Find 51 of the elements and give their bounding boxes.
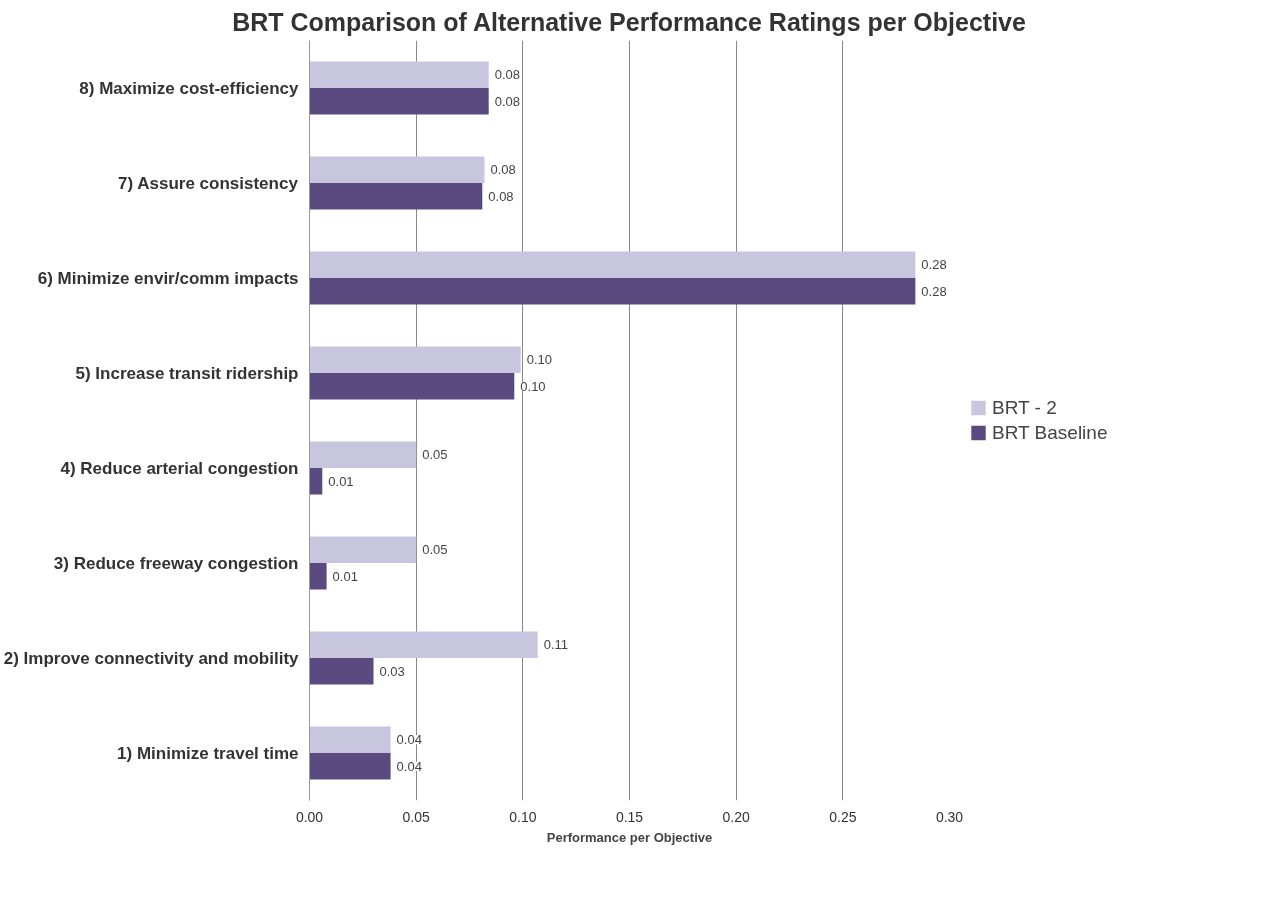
bar xyxy=(309,441,417,468)
x-tick-label: 0.10 xyxy=(509,808,537,825)
data-label: 0.28 xyxy=(921,257,947,273)
bar xyxy=(309,631,538,658)
data-label: 0.04 xyxy=(396,732,422,748)
data-label: 0.10 xyxy=(526,352,553,368)
data-label: 0.08 xyxy=(490,162,516,178)
bar xyxy=(309,88,489,115)
data-label: 0.10 xyxy=(520,378,546,394)
y-tick-label: 3) Reduce freeway congestion xyxy=(53,553,299,573)
bar xyxy=(309,251,916,278)
data-label: 0.08 xyxy=(488,188,514,204)
data-label: 0.05 xyxy=(422,542,448,558)
data-label: 0.05 xyxy=(422,447,448,463)
x-tick-label: 0.25 xyxy=(829,808,857,825)
bar xyxy=(309,278,916,305)
data-label: 0.03 xyxy=(379,663,405,679)
bar xyxy=(309,536,417,563)
bar xyxy=(309,753,391,780)
data-label: 0.01 xyxy=(332,568,358,584)
data-label: 0.01 xyxy=(328,473,354,489)
data-label: 0.28 xyxy=(921,283,947,299)
data-label: 0.08 xyxy=(494,93,521,109)
bar xyxy=(309,183,483,210)
x-tick-label: 0.15 xyxy=(615,808,644,825)
y-tick-label: 7) Assure consistency xyxy=(118,173,299,193)
bar xyxy=(309,726,391,753)
y-tick-label: 5) Increase transit ridership xyxy=(75,363,299,383)
legend-label: BRT - 2 xyxy=(992,396,1057,419)
bar xyxy=(309,61,489,88)
data-label: 0.11 xyxy=(543,637,569,653)
bar xyxy=(309,373,515,400)
bar xyxy=(309,658,374,685)
y-tick-label: 8) Maximize cost-efficiency xyxy=(79,78,300,98)
x-axis-title: Performance per Objective xyxy=(546,829,713,845)
legend-label: BRT Baseline xyxy=(992,421,1108,444)
bar xyxy=(309,468,323,495)
y-tick-label: 6) Minimize envir/comm impacts xyxy=(37,268,299,288)
data-label: 0.08 xyxy=(494,67,521,83)
x-tick-label: 0.05 xyxy=(402,808,430,825)
bar xyxy=(309,563,327,590)
y-tick-label: 4) Reduce arterial congestion xyxy=(60,458,299,478)
bar xyxy=(309,346,521,373)
bar xyxy=(309,156,485,183)
x-tick-label: 0.00 xyxy=(295,808,324,825)
chart-title: BRT Comparison of Alternative Performance Ratings per Objective xyxy=(232,7,1026,36)
x-tick-label: 0.30 xyxy=(935,808,964,825)
data-label: 0.04 xyxy=(396,758,422,774)
y-tick-label: 2) Improve connectivity and mobility xyxy=(3,648,300,668)
x-tick-label: 0.20 xyxy=(722,808,750,825)
y-tick-label: 1) Minimize travel time xyxy=(117,743,299,763)
